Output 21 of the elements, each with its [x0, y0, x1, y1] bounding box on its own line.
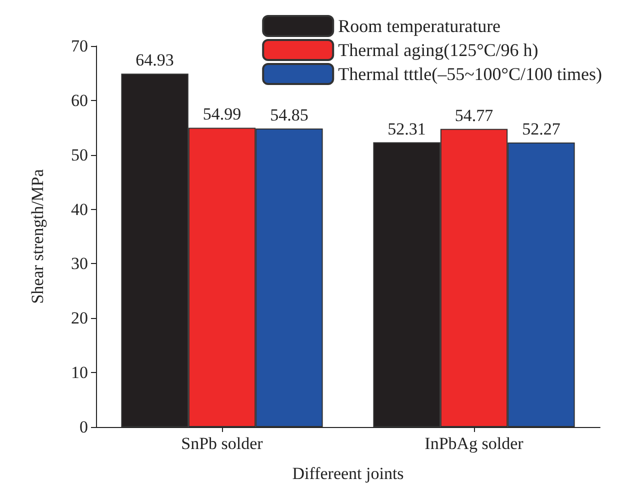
x-axis-title: Differeent joints [292, 464, 404, 483]
y-tick-label: 20 [71, 308, 88, 328]
x-tick-label: InPbAg solder [424, 434, 524, 453]
legend-label: Room temperaturature [338, 16, 501, 36]
data-label: 52.27 [522, 120, 561, 138]
x-tick-label: SnPb solder [181, 434, 264, 453]
y-tick-label: 0 [80, 418, 88, 436]
legend-label: Thermal tttle(–55~100°C/100 times) [338, 64, 602, 84]
legend-label: Thermal aging(125°C/96 h) [338, 40, 538, 60]
y-axis-title: Shear strength/MPa [28, 168, 47, 304]
y-tick-label: 30 [71, 254, 88, 274]
y-tick-label: 50 [71, 145, 88, 164]
y-tick-label: 60 [71, 90, 88, 110]
data-label: 54.85 [270, 105, 308, 124]
data-label: 52.31 [388, 119, 426, 138]
y-tick-label: 70 [71, 36, 88, 56]
data-label: 64.93 [136, 50, 174, 70]
data-label: 54.99 [202, 104, 242, 124]
y-tick-label: 40 [71, 200, 88, 219]
data-label: 54.77 [454, 106, 494, 125]
y-tick-label: 10 [71, 363, 88, 382]
